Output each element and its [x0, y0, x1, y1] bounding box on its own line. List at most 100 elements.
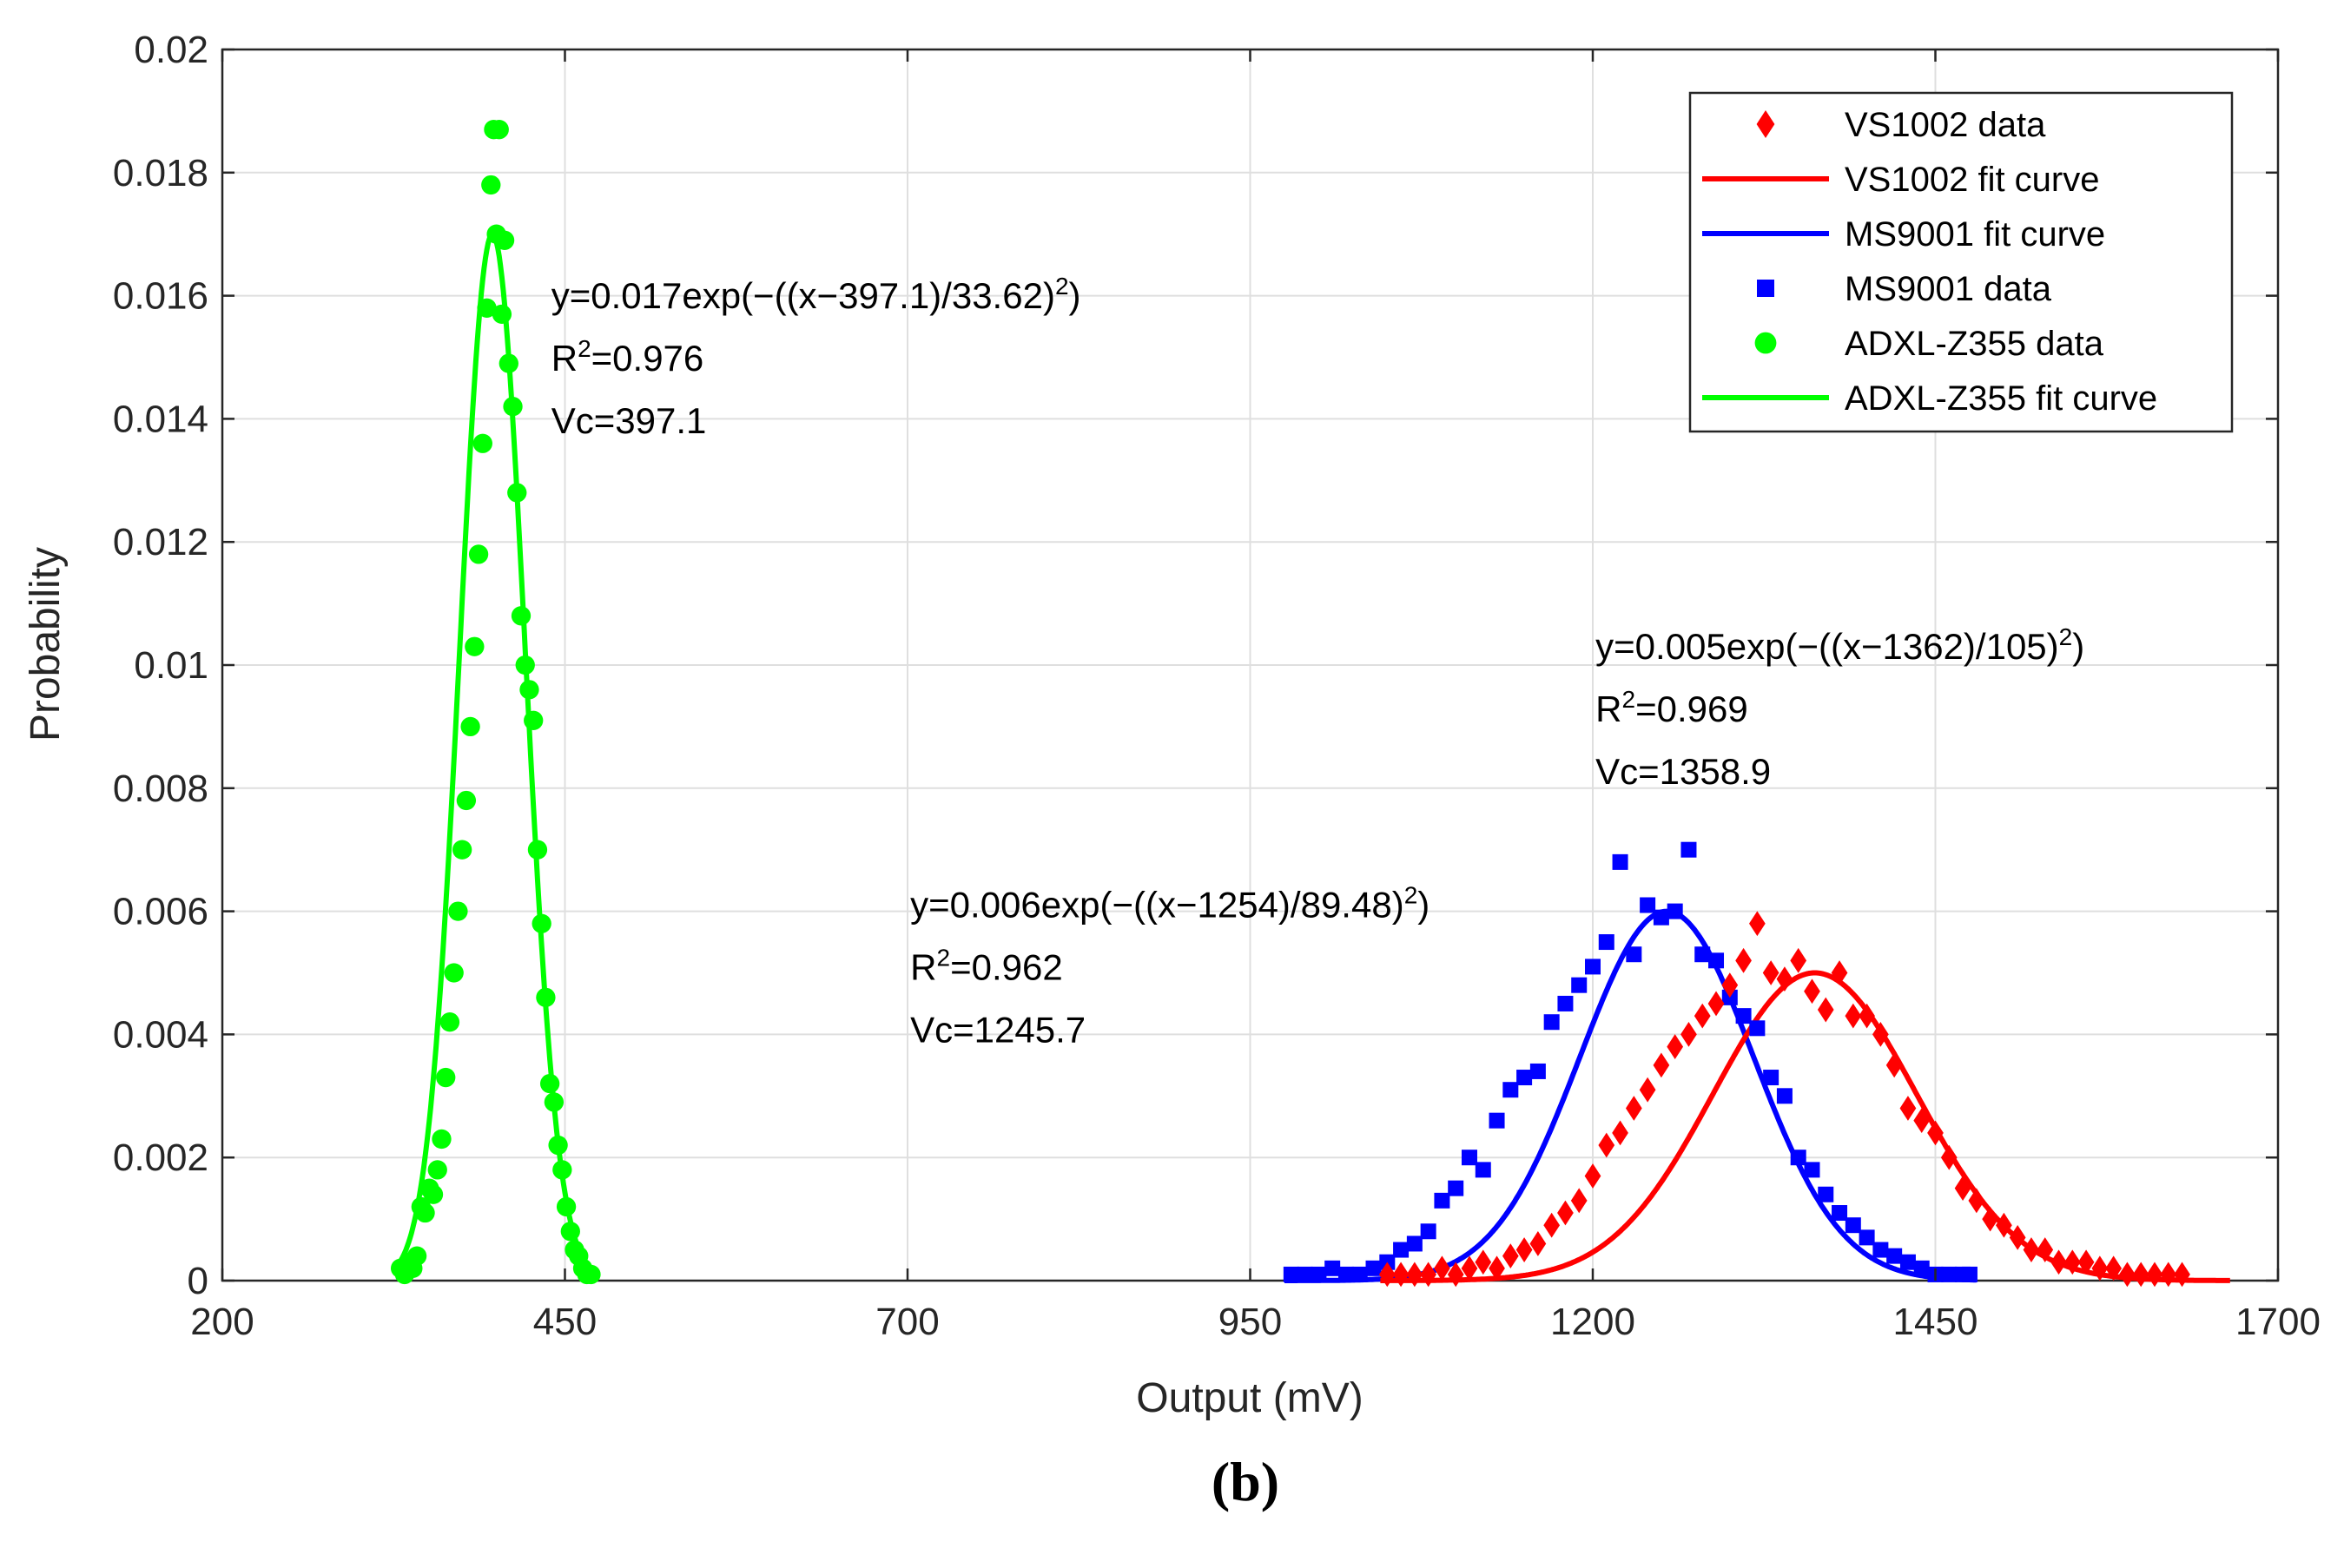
data-point-ms9001-data	[1529, 1063, 1546, 1079]
x-tick-label: 200	[190, 1301, 254, 1343]
legend-swatch-adxl-z355-data	[1754, 332, 1777, 354]
data-point-adxl-z355-data	[515, 655, 535, 675]
y-tick-label: 0.002	[113, 1136, 208, 1179]
data-point-ms9001-data	[1680, 841, 1697, 858]
y-tick-label: 0.016	[113, 275, 208, 318]
data-point-vs1002-data	[1680, 1022, 1697, 1047]
y-tick-label: 0.02	[134, 29, 208, 71]
data-point-vs1002-data	[2091, 1255, 2109, 1281]
legend-label-adxl-z355-fit-curve: ADXL-Z355 fit curve	[1845, 379, 2157, 418]
data-point-vs1002-data	[1392, 1262, 1410, 1288]
data-point-vs1002-data	[1817, 997, 1834, 1023]
data-point-adxl-z355-data	[481, 175, 501, 195]
x-axis-label: Output (mV)	[1136, 1375, 1363, 1421]
data-point-adxl-z355-data	[552, 1160, 572, 1180]
data-point-vs1002-data	[2119, 1262, 2136, 1288]
legend-box	[1688, 91, 2234, 433]
legend-label-adxl-z355-data: ADXL-Z355 data	[1845, 325, 2104, 363]
axis-ticks: 200 450 700 950 1200 1450 1700 0 0.002 0.004 0.006…	[113, 29, 2321, 1343]
data-point-adxl-z355-data	[436, 1067, 456, 1088]
data-point-vs1002-data	[1913, 1108, 1931, 1134]
y-tick-label: 0.014	[113, 398, 208, 440]
data-point-ms9001-data	[1776, 1088, 1793, 1104]
data-point-vs1002-data	[1502, 1243, 1519, 1269]
data-point-adxl-z355-data	[423, 1184, 444, 1204]
data-point-vs1002-data	[2105, 1255, 2122, 1281]
data-point-ms9001-data	[1365, 1260, 1382, 1276]
data-point-adxl-z355-data	[527, 840, 548, 860]
data-point-ms9001-data	[1475, 1162, 1491, 1178]
data-point-ms9001-data	[1872, 1242, 1889, 1258]
x-tick-label: 700	[875, 1301, 939, 1343]
data-point-ms9001-data	[1653, 909, 1669, 926]
data-point-ms9001-data	[1763, 1070, 1779, 1086]
data-point-adxl-z355-data	[524, 710, 544, 730]
data-point-vs1002-data	[1804, 978, 1820, 1005]
data-point-ms9001-data	[1790, 1150, 1806, 1166]
data-point-ms9001-data	[1448, 1180, 1464, 1196]
data-point-ms9001-data	[1311, 1266, 1327, 1282]
x-tick-label: 1450	[1893, 1301, 1978, 1343]
data-point-ms9001-data	[1941, 1266, 1958, 1282]
data-point-vs1002-data	[1859, 1003, 1875, 1029]
data-point-vs1002-data	[1420, 1262, 1436, 1288]
data-point-vs1002-data	[1378, 1262, 1396, 1288]
legend-label-ms9001-data: MS9001 data	[1845, 270, 2052, 308]
data-point-vs1002-data	[1927, 1120, 1944, 1146]
data-point-ms9001-data	[1571, 977, 1588, 993]
data-point-adxl-z355-data	[444, 963, 464, 983]
data-point-adxl-z355-data	[539, 1073, 560, 1094]
data-point-vs1002-data	[1749, 911, 1766, 937]
data-point-ms9001-data	[1324, 1260, 1341, 1276]
data-point-vs1002-data	[1667, 1034, 1684, 1059]
data-point-ms9001-data	[1489, 1112, 1505, 1129]
y-tick-label: 0.004	[113, 1013, 208, 1056]
legend-swatch-vs1002-data	[1756, 110, 1775, 138]
data-point-ms9001-data	[1667, 903, 1683, 919]
data-point-adxl-z355-data	[415, 1202, 435, 1223]
data-point-vs1002-data	[1872, 1022, 1889, 1047]
data-point-vs1002-data	[1639, 1077, 1656, 1103]
data-point-ms9001-data	[1832, 1205, 1848, 1222]
data-point-vs1002-data	[1885, 1052, 1903, 1078]
data-point-vs1002-data	[2063, 1249, 2081, 1275]
data-point-ms9001-data	[1845, 1217, 1861, 1234]
data-point-adxl-z355-data	[581, 1264, 601, 1285]
data-point-adxl-z355-data	[492, 304, 512, 325]
data-point-ms9001-data	[1543, 1014, 1560, 1031]
data-point-vs1002-data	[1899, 1096, 1917, 1121]
data-point-vs1002-data	[1982, 1206, 1998, 1232]
data-point-adxl-z355-data	[560, 1222, 580, 1242]
data-point-ms9001-data	[1585, 959, 1601, 975]
data-point-vs1002-data	[1707, 991, 1725, 1017]
data-point-vs1002-data	[1570, 1188, 1588, 1214]
data-point-ms9001-data	[1961, 1266, 1978, 1282]
data-point-vs1002-data	[2132, 1262, 2149, 1288]
data-point-adxl-z355-data	[439, 1012, 460, 1032]
legend-label-ms9001-fit-curve: MS9001 fit curve	[1845, 215, 2105, 254]
data-point-adxl-z355-data	[477, 298, 497, 318]
fit-r-squared-ms9001: R2=0.962	[910, 945, 1063, 988]
data-point-adxl-z355-data	[465, 636, 485, 656]
data-point-ms9001-data	[1708, 952, 1725, 969]
data-point-adxl-z355-data	[536, 987, 556, 1008]
data-point-adxl-z355-data	[499, 353, 518, 373]
fit-r-squared-adxl: R2=0.976	[551, 335, 704, 379]
fit-r-squared-vs1002: R2=0.969	[1595, 686, 1748, 729]
data-point-adxl-z355-data	[432, 1129, 452, 1150]
data-point-vs1002-data	[1996, 1212, 2012, 1238]
data-point-vs1002-data	[2077, 1249, 2095, 1275]
data-point-vs1002-data	[2146, 1262, 2163, 1288]
data-point-ms9001-data	[1434, 1192, 1450, 1209]
data-point-vs1002-data	[1461, 1255, 1478, 1281]
fit-vc-adxl: Vc=397.1	[551, 400, 707, 441]
data-point-vs1002-data	[1529, 1231, 1547, 1256]
fit-equation-vs1002: y=0.005exp(−((x−1362)/105)2)	[1595, 623, 2084, 667]
data-point-ms9001-data	[1406, 1235, 1423, 1252]
data-point-vs1002-data	[1762, 960, 1779, 985]
data-point-vs1002-data	[1447, 1262, 1464, 1288]
y-tick-label: 0.01	[134, 644, 208, 687]
data-point-vs1002-data	[1653, 1052, 1670, 1078]
legend-swatch-ms9001-data	[1757, 280, 1774, 297]
